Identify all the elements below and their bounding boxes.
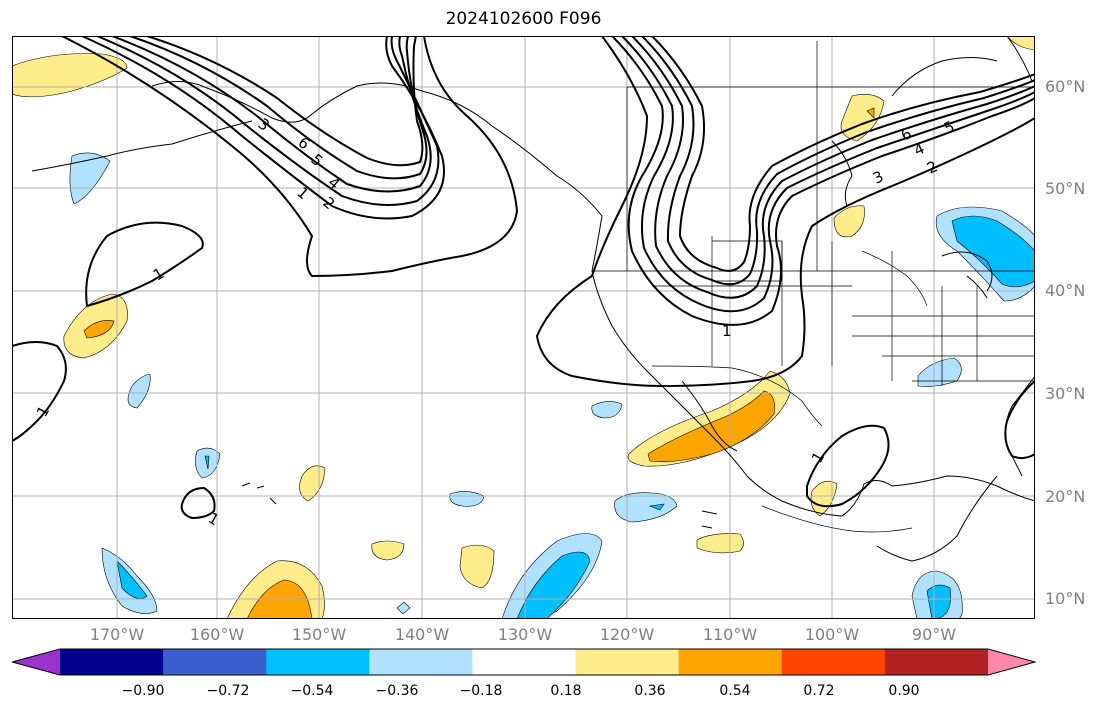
- colorbar-segment: [472, 649, 577, 675]
- lon-label: 90°W: [911, 625, 957, 644]
- lon-label: 170°W: [89, 625, 145, 644]
- colorbar-segment: [12, 649, 60, 675]
- colorbar-tick-label: −0.90: [121, 683, 165, 699]
- colorbar: [12, 648, 1036, 676]
- country-borders: [592, 41, 1035, 533]
- lat-label: 20°N: [1045, 487, 1086, 506]
- colorbar-segment: [988, 649, 1035, 675]
- lon-label: 160°W: [189, 625, 245, 644]
- graticule: [12, 36, 1035, 619]
- colorbar-tick-label: −0.36: [375, 683, 419, 699]
- colorbar-segment: [163, 649, 267, 675]
- colorbar-segment: [678, 649, 783, 675]
- colorbar-tick-label: 0.18: [550, 683, 582, 699]
- shaded-anomalies: [12, 36, 1035, 619]
- contour-lines: [12, 36, 1035, 520]
- colorbar-tick-label: −0.72: [206, 683, 250, 699]
- colorbar-tick-label: 0.54: [719, 683, 751, 699]
- colorbar-segment: [575, 649, 680, 675]
- colorbar-segment: [369, 649, 473, 675]
- map-title: 2024102600 F096: [445, 9, 602, 29]
- lat-label: 30°N: [1045, 384, 1086, 403]
- colorbar-segment: [266, 649, 370, 675]
- colorbar-tick-label: 0.90: [888, 683, 920, 699]
- lon-label: 110°W: [702, 625, 758, 644]
- contour-label: 1: [722, 322, 732, 340]
- colorbar-tick-label: 0.72: [803, 683, 835, 699]
- colorbar-segment: [60, 649, 164, 675]
- colorbar-tick-label: −0.54: [290, 683, 334, 699]
- lon-label: 130°W: [497, 625, 553, 644]
- lon-label: 150°W: [291, 625, 347, 644]
- map-panel: 1 2 3 4 5 6 1 1 1 1 2 3 4 5 6 1: [12, 36, 1035, 619]
- lon-label: 100°W: [804, 625, 860, 644]
- lat-label: 50°N: [1045, 179, 1086, 198]
- colorbar-segment: [884, 649, 989, 675]
- lon-label: 140°W: [394, 625, 450, 644]
- colorbar-tick-label: −0.18: [459, 683, 503, 699]
- lat-label: 10°N: [1045, 589, 1086, 608]
- lat-label: 60°N: [1045, 77, 1086, 96]
- lat-label: 40°N: [1045, 281, 1086, 300]
- colorbar-segment: [781, 649, 886, 675]
- lon-label: 120°W: [599, 625, 655, 644]
- colorbar-tick-label: 0.36: [634, 683, 666, 699]
